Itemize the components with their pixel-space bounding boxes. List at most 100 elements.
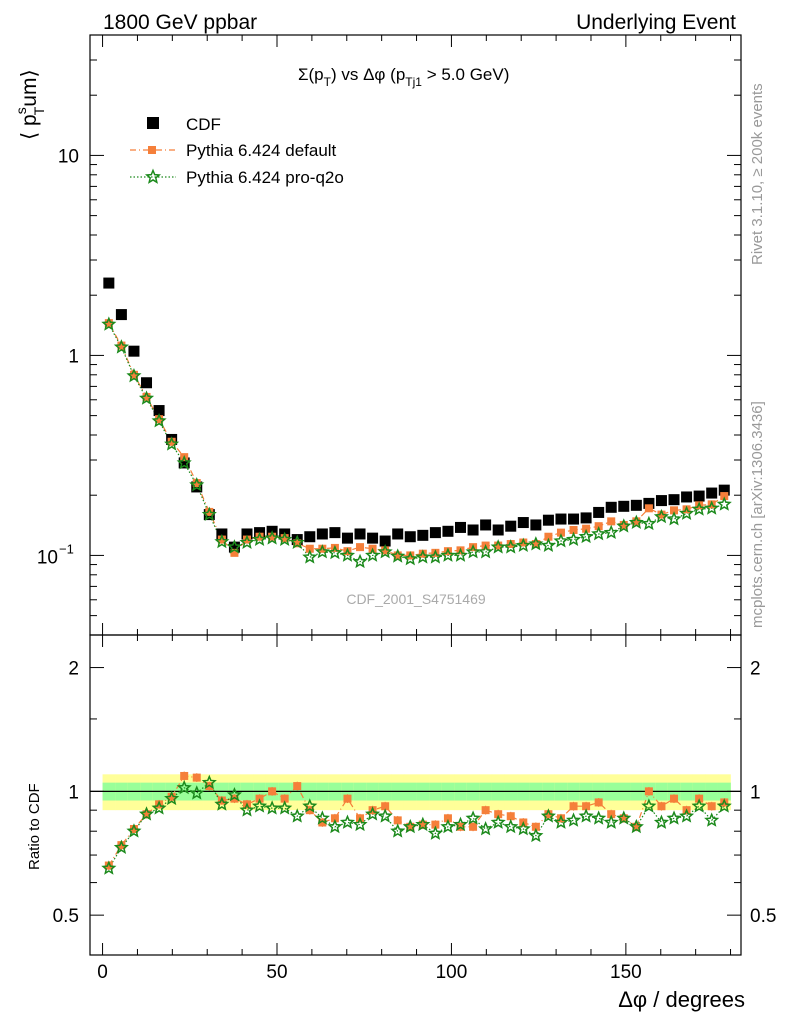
cdf-point [442,525,454,537]
default-point [494,541,503,550]
proq2o-point [352,553,368,569]
ratio-default-point [481,806,490,815]
proq2o-point [440,547,456,562]
cdf-point [668,494,680,506]
ratio-default-point [582,802,591,811]
cdf-point [655,495,667,507]
title-sub-tj1: Tj1 [405,75,422,89]
default-point [192,479,201,488]
ratio-y-tick-label: 1 [68,782,79,803]
ylabel-sub: T [31,106,47,115]
cdf-point [530,519,542,531]
cdf-point [718,484,730,496]
mcplots-label: mcplots.cern.ch [arXiv:1306.3436] [749,401,766,628]
ratio-default-point [569,802,578,811]
cdf-point [681,491,693,503]
analysis-watermark: CDF_2001_S4751469 [346,591,486,607]
ratio-proq2o-point [528,827,544,843]
ratio-proq2o-point [352,816,368,832]
proq2o-point [365,547,381,562]
series-markers [101,277,732,875]
ratio-proq2o-point [201,774,217,790]
ratio-default-point [406,822,415,831]
ratio-proq2o-point [138,806,155,821]
default-point [644,504,653,513]
cdf-point [304,531,316,543]
proq2o-point [314,544,330,559]
proq2o-point [691,501,707,516]
title-sigma: Σ(p [298,65,324,84]
proq2o-point [478,544,494,559]
main-y-tick-label: 1 [68,346,79,367]
ratio-proq2o-point [490,814,506,829]
cdf-point [580,512,592,524]
ratio-proq2o-point [716,798,732,813]
proq2o-point [641,515,657,531]
proq2o-point [402,551,418,566]
ratio-proq2o-point [264,800,280,815]
ratio-default-point [494,810,503,819]
x-tick-label: 150 [610,962,642,983]
legend-default-label: Pythia 6.424 default [186,141,337,160]
ratio-proq2o-point [452,816,469,832]
main-y-tick-label: 10 [37,547,58,568]
legend-proq2o-marker [144,168,162,184]
header-left: 1800 GeV ppbar [103,11,257,34]
proq2o-point [101,316,117,331]
ratio-panel-frame [89,634,742,956]
default-point [117,341,126,350]
cdf-point [517,517,529,529]
ratio-default-point [268,787,277,796]
x-tick-label: 50 [266,962,287,983]
cdf-point [329,527,341,539]
default-point [418,549,427,558]
ratio-default-point [129,824,138,833]
x-axis-label: Δφ / degrees [618,987,745,1012]
ratio-default-point [418,820,427,829]
ratio-default-point [117,841,126,850]
ratio-proq2o-point [515,821,531,836]
ratio-default-point [192,773,201,782]
title-sub-t: T [324,75,332,89]
cdf-point [643,497,655,509]
proq2o-point [339,547,356,562]
ratio-proq2o-point [251,798,268,813]
ratio-default-point [594,798,603,807]
cdf-point [241,528,253,540]
ratio-default-point [670,794,679,803]
proq2o-point [189,477,205,492]
ratio-default-point [632,822,641,831]
default-point [556,528,565,537]
ratio-default-point [217,796,226,805]
default-point [695,501,704,510]
ratio-proq2o-point [101,860,117,875]
ratio-proq2o-point [478,821,494,836]
cdf-point [153,405,165,417]
ratio-proq2o-point [189,785,205,800]
cdf-point [404,531,416,543]
proq2o-point [377,544,393,559]
default-point [657,510,666,519]
ratio-default-point [544,810,553,819]
cdf-point [417,529,429,541]
proq2o-point [628,514,644,529]
legend-proq2o-label: Pythia 6.424 pro-q2o [186,168,344,187]
default-point [720,492,729,501]
ratio-default-point [318,818,327,827]
title-cut: > 5.0 GeV) [422,65,509,84]
ratio-default-point [707,802,716,811]
proq2o-point [126,367,142,383]
ratio-default-point [431,820,440,829]
ratio-proq2o-point [365,806,381,821]
ratio-default-point [506,812,515,821]
default-point [544,532,553,541]
ratio-default-point [531,822,540,831]
cdf-point [706,487,718,499]
ratio-y-tick-label-right: 1 [750,782,761,803]
proq2o-point [176,454,192,470]
ratio-default-point [644,787,653,796]
default-point [167,437,176,446]
ratio-proq2o-point [327,818,343,834]
cdf-point [392,528,404,540]
proq2o-point [201,506,217,522]
